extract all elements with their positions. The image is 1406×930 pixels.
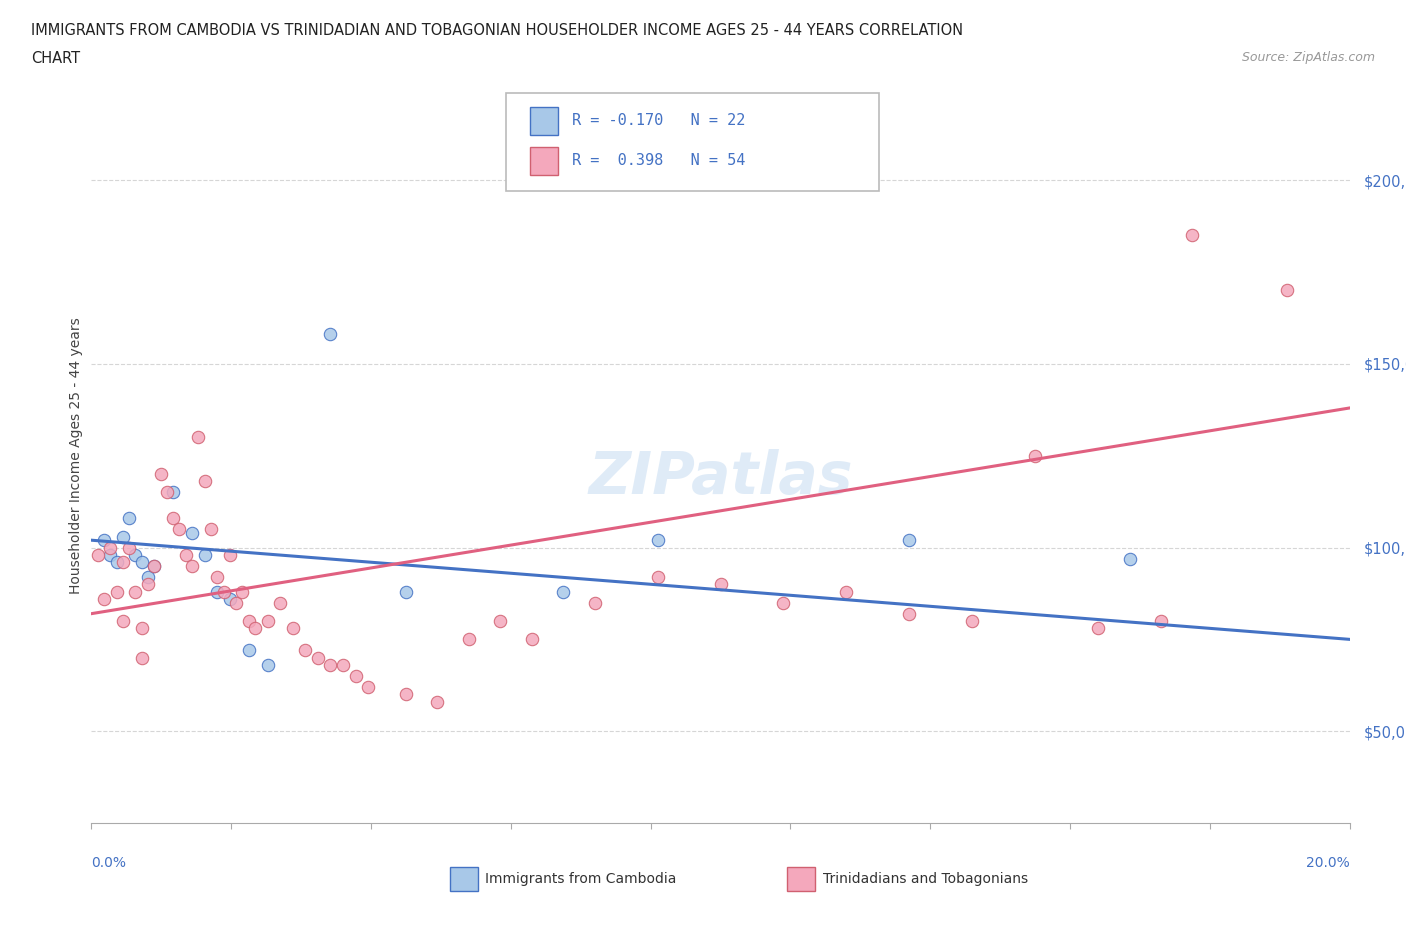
Point [489,614,512,629]
Point [124,584,146,599]
Point [1181,228,1204,243]
Point [231,584,253,599]
Point [647,533,669,548]
Point [98,548,121,563]
Point [218,548,240,563]
Point [111,555,134,570]
Point [319,658,342,672]
Point [200,522,222,537]
Point [332,658,354,672]
Point [1150,614,1173,629]
Point [194,474,217,489]
Point [143,558,166,573]
Point [118,511,141,525]
Point [131,555,153,570]
Point [835,584,858,599]
Point [256,658,278,672]
Point [307,650,329,665]
Y-axis label: Householder Income Ages 25 - 44 years: Householder Income Ages 25 - 44 years [69,317,83,594]
Text: Immigrants from Cambodia: Immigrants from Cambodia [485,871,676,886]
Point [93,533,115,548]
Point [156,485,179,500]
Point [269,595,291,610]
Point [174,548,197,563]
Point [294,643,316,658]
Point [111,614,134,629]
Point [194,548,217,563]
Point [149,467,172,482]
Text: R = -0.170   N = 22: R = -0.170 N = 22 [572,113,745,128]
Point [131,621,153,636]
Point [136,577,159,591]
Point [898,606,921,621]
Point [225,595,247,610]
Point [212,584,235,599]
Point [898,533,921,548]
Text: R =  0.398   N = 54: R = 0.398 N = 54 [572,153,745,168]
Point [98,540,121,555]
Point [169,522,191,537]
Point [1118,551,1140,566]
Text: IMMIGRANTS FROM CAMBODIA VS TRINIDADIAN AND TOBAGONIAN HOUSEHOLDER INCOME AGES 2: IMMIGRANTS FROM CAMBODIA VS TRINIDADIAN … [31,23,963,38]
Point [1087,621,1109,636]
Point [709,577,731,591]
Point [281,621,304,636]
Point [772,595,794,610]
Point [93,591,115,606]
Point [553,584,575,599]
Point [181,558,204,573]
Point [105,555,128,570]
Point [181,525,204,540]
Point [205,569,228,584]
Point [111,529,134,544]
Text: 0.0%: 0.0% [91,856,127,870]
Point [344,669,367,684]
Point [395,687,418,702]
Point [105,584,128,599]
Point [205,584,228,599]
Text: Trinidadians and Tobagonians: Trinidadians and Tobagonians [823,871,1028,886]
Point [1024,448,1046,463]
Point [319,327,342,342]
Point [395,584,418,599]
Point [357,680,380,695]
Point [131,650,153,665]
Point [243,621,266,636]
Point [136,569,159,584]
Point [238,643,260,658]
Point [162,511,184,525]
Point [143,558,166,573]
Point [124,548,146,563]
Text: Source: ZipAtlas.com: Source: ZipAtlas.com [1241,51,1375,64]
Text: ZIPatlas: ZIPatlas [588,449,853,506]
Point [162,485,184,500]
Point [583,595,606,610]
Point [457,632,479,647]
Point [1275,283,1298,298]
Point [86,548,108,563]
Point [647,569,669,584]
Text: 20.0%: 20.0% [1306,856,1350,870]
Point [962,614,984,629]
Point [218,591,240,606]
Point [256,614,278,629]
Point [238,614,260,629]
Point [118,540,141,555]
Point [426,695,449,710]
Text: CHART: CHART [31,51,80,66]
Point [520,632,543,647]
Point [187,430,209,445]
